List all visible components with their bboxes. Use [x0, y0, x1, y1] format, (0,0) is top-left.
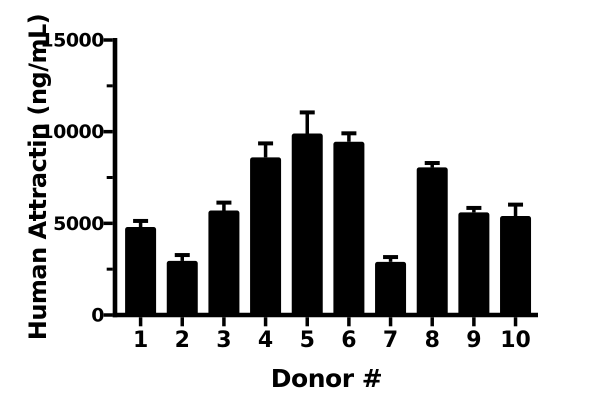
bar-donor-2	[166, 260, 198, 317]
bar-donor-4	[250, 157, 282, 317]
bar-donor-8	[416, 167, 448, 317]
bar-donor-1	[125, 227, 157, 317]
x-tick-label: 3	[216, 328, 231, 353]
y-tick-label: 0	[91, 305, 104, 327]
y-tick-label: 5000	[53, 213, 104, 235]
bar-donor-7	[375, 261, 407, 317]
x-tick-label: 8	[425, 328, 440, 353]
bar-donor-3	[208, 210, 240, 317]
x-tick-label: 9	[466, 328, 481, 353]
x-axis-title: Donor #	[270, 364, 383, 393]
x-tick-label: 1	[133, 328, 148, 353]
x-tick-label: 7	[383, 328, 398, 353]
x-tick-label: 10	[500, 328, 531, 353]
y-tick-label: 10000	[40, 121, 104, 143]
x-tick-label: 5	[300, 328, 315, 353]
y-tick-label: 15000	[40, 30, 104, 52]
x-tick-label: 6	[341, 328, 356, 353]
y-axis-title: Human Attractin (ng/mL)	[24, 13, 52, 341]
bar-donor-6	[333, 141, 365, 317]
bar-donor-9	[458, 212, 490, 317]
bar-donor-5	[291, 133, 323, 317]
x-tick-label: 4	[258, 328, 273, 353]
x-tick-label: 2	[175, 328, 190, 353]
bar-donor-10	[500, 216, 532, 317]
